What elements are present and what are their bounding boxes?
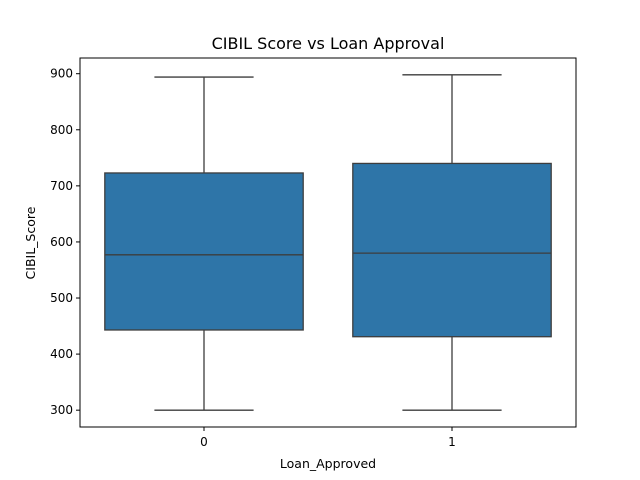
box-group-1	[352, 74, 552, 411]
y-tick-label-600: 600	[50, 235, 73, 249]
y-tick-label-700: 700	[50, 179, 73, 193]
y-tick-label-300: 300	[50, 403, 73, 417]
y-tick-label-800: 800	[50, 123, 73, 137]
y-tick-label-400: 400	[50, 347, 73, 361]
y-axis-label: CIBIL_Score	[23, 206, 38, 279]
y-tick-label-900: 900	[50, 67, 73, 81]
x-axis-label: Loan_Approved	[280, 456, 376, 471]
box-group-0	[104, 76, 304, 411]
plot-frame	[79, 57, 577, 428]
x-tick-label-0: 0	[200, 435, 208, 449]
y-tick-label-500: 500	[50, 291, 73, 305]
chart-title: CIBIL Score vs Loan Approval	[212, 34, 445, 53]
box-0	[104, 172, 304, 331]
box-1	[352, 162, 552, 338]
x-tick-label-1: 1	[448, 435, 456, 449]
